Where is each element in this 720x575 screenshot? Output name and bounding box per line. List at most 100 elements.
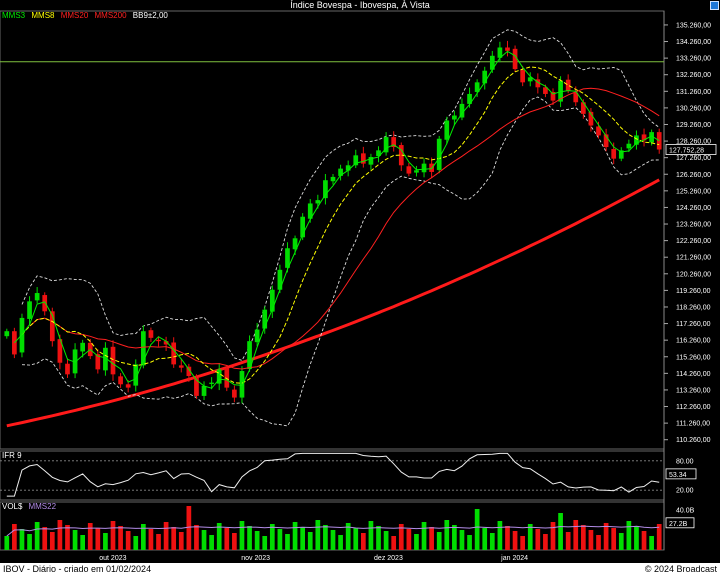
ifr-panel-frame [0, 450, 665, 501]
y-tick-label: 121.260,00 [676, 255, 711, 262]
candle-body [239, 371, 245, 398]
candle-body [140, 331, 146, 366]
volume-bar [300, 527, 306, 550]
volume-bar [277, 529, 283, 550]
x-tick-label: dez 2023 [374, 555, 403, 562]
volume-bar [307, 532, 313, 550]
volume-bar [527, 524, 533, 550]
volume-bar [414, 534, 419, 550]
candle-body [550, 91, 556, 101]
x-tick-label: nov 2023 [241, 555, 270, 562]
volume-bar [634, 526, 639, 550]
volume-bar [171, 527, 177, 550]
candle-body [232, 389, 237, 398]
volume-bar [360, 533, 366, 550]
volume-bar [398, 524, 404, 550]
mms200-line [6, 178, 660, 428]
candle-body [368, 157, 374, 165]
volume-bar [110, 521, 116, 550]
candle-body [171, 342, 177, 365]
candle-body [209, 382, 214, 384]
volume-bar [194, 525, 199, 550]
volume-bar [421, 522, 427, 550]
ifr-label: IFR 9 [2, 451, 22, 460]
volume-bar [269, 524, 275, 550]
candle-body [611, 149, 617, 159]
volume-current-box [665, 517, 695, 529]
y-tick-label: 111.260,00 [676, 421, 710, 428]
candle-body [459, 103, 465, 118]
candle-body [95, 354, 101, 370]
volume-bar [474, 509, 480, 550]
y-tick-label: 134.260,00 [676, 39, 711, 46]
candle-body [323, 180, 328, 199]
candle-body [376, 150, 381, 157]
ifr-level-label: 20.00 [676, 488, 694, 495]
candle-body [527, 77, 533, 82]
candle-body [307, 203, 313, 219]
candle-body [391, 137, 397, 148]
volume-bar [611, 528, 617, 550]
ifr-level-label: 80.00 [676, 458, 694, 465]
volume-top-label: 40.0B [676, 508, 695, 515]
window-title-text: Índice Bovespa - Ibovespa, À Vista [290, 0, 430, 10]
y-tick-label: 122.260,00 [676, 238, 711, 245]
volume-bar [596, 535, 601, 550]
chart-area[interactable]: 135.260,00 134.260,00 133.260,00 132.260,00… [0, 0, 720, 563]
volume-bar [345, 523, 351, 550]
candle-body [383, 137, 389, 153]
volume-bar [520, 536, 526, 550]
volume-bar [444, 520, 450, 550]
candle-body [277, 269, 283, 290]
volume-ma-label: MMS22 [28, 502, 57, 511]
volume-bar [133, 536, 139, 550]
y-tick-label: 124.260,00 [676, 205, 711, 212]
y-tick-label: 113.260,00 [676, 387, 711, 394]
candle-body [194, 377, 199, 396]
mms8-line [21, 66, 660, 384]
candle-body [482, 70, 488, 84]
window-resize-icon[interactable] [710, 1, 719, 10]
candle-body [618, 150, 624, 159]
candle-body [414, 170, 419, 173]
last-price-box [665, 144, 717, 155]
candle-body [262, 309, 268, 329]
volume-bar [209, 535, 214, 550]
candle-body [406, 166, 412, 174]
candle-body [520, 70, 526, 83]
volume-bar [459, 530, 465, 550]
volume-bar [34, 522, 40, 550]
candle-body [254, 329, 260, 343]
volume-bar [338, 535, 343, 550]
volume-bar [406, 529, 412, 550]
candle-body [497, 47, 503, 58]
candle-body [110, 346, 116, 375]
volume-bar [436, 532, 442, 550]
y-tick-label: 135.260,00 [676, 22, 711, 29]
volume-bar [489, 533, 495, 550]
candle-body [4, 331, 10, 337]
volume-bar [467, 535, 472, 550]
volume-bar [383, 531, 389, 550]
volume-bar [543, 534, 548, 550]
volume-bar [603, 523, 609, 550]
volume-bar [323, 525, 328, 550]
volume-bar [186, 506, 192, 550]
candle-body [535, 79, 541, 88]
candle-body [330, 176, 336, 182]
candle-body [444, 120, 450, 140]
volume-bar [95, 528, 101, 550]
volume-bar [216, 523, 222, 550]
candle-body [474, 82, 480, 92]
candle-body [603, 134, 609, 148]
candle-body [27, 301, 32, 319]
volume-bar [27, 534, 32, 550]
volume-bar [140, 524, 146, 550]
volume-bar [125, 531, 131, 550]
candle-body [186, 366, 192, 376]
candle-body [345, 165, 351, 171]
volume-bar [512, 531, 518, 550]
candle-body [436, 138, 442, 170]
candle-body [201, 385, 207, 396]
volume-bar [232, 533, 237, 550]
